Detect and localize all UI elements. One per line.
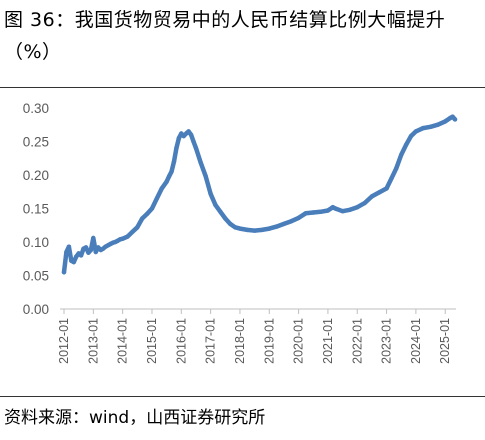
data-point: [130, 229, 135, 235]
x-tick-label: 2018-01: [233, 318, 247, 364]
data-point: [435, 122, 441, 127]
data-point: [135, 225, 140, 230]
data-point: [64, 249, 69, 255]
data-point: [218, 209, 223, 214]
data-point: [93, 249, 99, 255]
x-tick-label: 2017-01: [204, 318, 218, 364]
data-point: [71, 259, 77, 265]
series-line: [61, 114, 458, 275]
data-point: [267, 226, 272, 231]
x-tick-label: 2023-01: [380, 318, 394, 364]
figure-title: 图 36：我国货物贸易中的人民币结算比例大幅提升（%）: [4, 9, 446, 63]
data-point: [154, 196, 160, 201]
data-point: [164, 179, 169, 184]
x-tick-label: 2022-01: [350, 318, 364, 364]
data-point: [333, 206, 338, 211]
data-point: [203, 174, 208, 179]
data-point: [340, 209, 345, 214]
data-point: [91, 235, 96, 241]
data-point: [159, 186, 164, 191]
source-note: 资料来源：wind，山西证券研究所: [4, 408, 266, 428]
y-tick-label: 0.20: [23, 168, 49, 183]
data-point: [245, 227, 250, 233]
y-axis: 0.00 0.05 0.10 0.15 0.20 0.25 0.30: [23, 101, 49, 317]
data-point: [125, 234, 130, 239]
x-tick-label: 2015-01: [145, 318, 159, 364]
data-point: [377, 190, 382, 195]
data-point: [311, 210, 316, 215]
x-tick-label: 2012-01: [57, 318, 71, 364]
x-tick-label: 2013-01: [86, 318, 100, 364]
data-point: [443, 119, 448, 124]
data-point: [120, 236, 125, 241]
data-point: [389, 176, 394, 181]
data-point: [384, 186, 389, 191]
data-point: [452, 117, 458, 122]
data-point: [303, 211, 309, 216]
data-point: [83, 245, 89, 250]
data-point: [88, 247, 94, 253]
data-point: [428, 124, 433, 129]
y-tick-label: 0.05: [23, 269, 49, 284]
data-points: [61, 114, 458, 275]
data-point: [421, 125, 426, 131]
y-tick-label: 0.00: [23, 302, 49, 317]
data-point: [149, 206, 155, 211]
data-point: [166, 174, 172, 179]
data-point: [191, 139, 196, 144]
data-point: [188, 132, 194, 137]
data-point: [78, 253, 84, 258]
data-point: [66, 244, 72, 249]
data-point: [403, 142, 409, 147]
line-chart: 0.00 0.05 0.10 0.15 0.20 0.25 0.30 2012-01 2013…: [23, 101, 458, 364]
data-point: [289, 219, 294, 224]
data-point: [399, 152, 404, 158]
y-tick-label: 0.10: [23, 235, 49, 250]
x-tick-label: 2024-01: [409, 318, 423, 364]
y-tick-label: 0.25: [23, 135, 49, 150]
data-point: [144, 211, 150, 217]
x-tick-label: 2014-01: [116, 318, 130, 364]
data-point: [318, 209, 323, 214]
data-point: [325, 208, 331, 213]
data-point: [186, 129, 191, 134]
data-point: [252, 228, 257, 233]
data-point: [259, 227, 265, 233]
data-point: [232, 225, 238, 230]
x-axis: 2012-01 2013-01 2014-01 2015-01 2016-01 2017-…: [57, 309, 452, 364]
data-point: [274, 224, 279, 229]
data-point: [198, 160, 203, 166]
data-point: [408, 133, 414, 139]
data-point: [347, 207, 353, 212]
data-point: [176, 135, 182, 141]
data-point: [193, 146, 199, 151]
data-point: [61, 270, 67, 275]
data-point: [140, 216, 145, 221]
data-point: [169, 169, 174, 174]
y-tick-label: 0.30: [23, 101, 49, 116]
data-point: [237, 226, 243, 231]
y-tick-label: 0.15: [23, 202, 49, 217]
data-point: [281, 221, 287, 227]
x-tick-label: 2025-01: [438, 318, 452, 364]
data-point: [223, 216, 228, 221]
bottom-rule: [0, 396, 485, 397]
data-point: [208, 191, 213, 196]
data-point: [174, 146, 179, 151]
top-rule: [0, 87, 485, 88]
x-tick-label: 2021-01: [321, 318, 335, 364]
data-point: [355, 205, 360, 210]
data-point: [74, 254, 79, 259]
data-point: [228, 221, 233, 227]
x-tick-label: 2019-01: [262, 318, 276, 364]
data-point: [213, 202, 218, 208]
x-tick-label: 2020-01: [292, 318, 306, 364]
data-point: [362, 200, 367, 206]
data-point: [394, 166, 399, 171]
data-point: [413, 129, 419, 134]
data-point: [171, 159, 177, 164]
data-point: [369, 194, 375, 199]
x-tick-label: 2016-01: [174, 318, 188, 364]
data-point: [296, 215, 301, 221]
